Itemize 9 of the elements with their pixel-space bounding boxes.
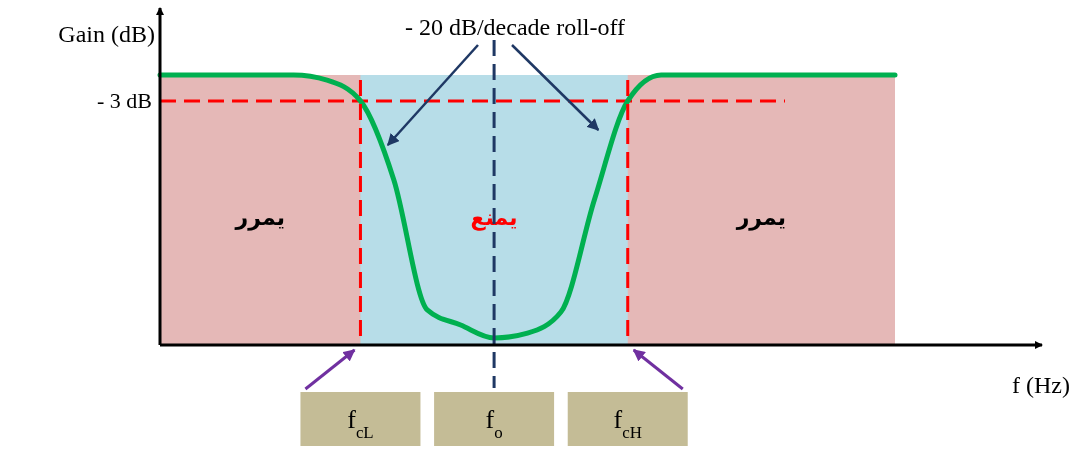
x-tick-label: f$_{cH}$ [613,405,642,442]
y-axis-title: Gain (dB) [58,21,155,47]
x-axis-title: f (Hz) [1012,372,1070,398]
ref-line-label: - 3 dB [97,87,152,113]
x-tick-label: f$_{o}$ [485,405,503,442]
annotation: يمرر [234,205,285,231]
text: - 20 dB/decade roll-off [404,14,626,40]
x-tick-label: f$_{cL}$ [347,405,374,442]
annotation: يمرر [735,205,787,231]
